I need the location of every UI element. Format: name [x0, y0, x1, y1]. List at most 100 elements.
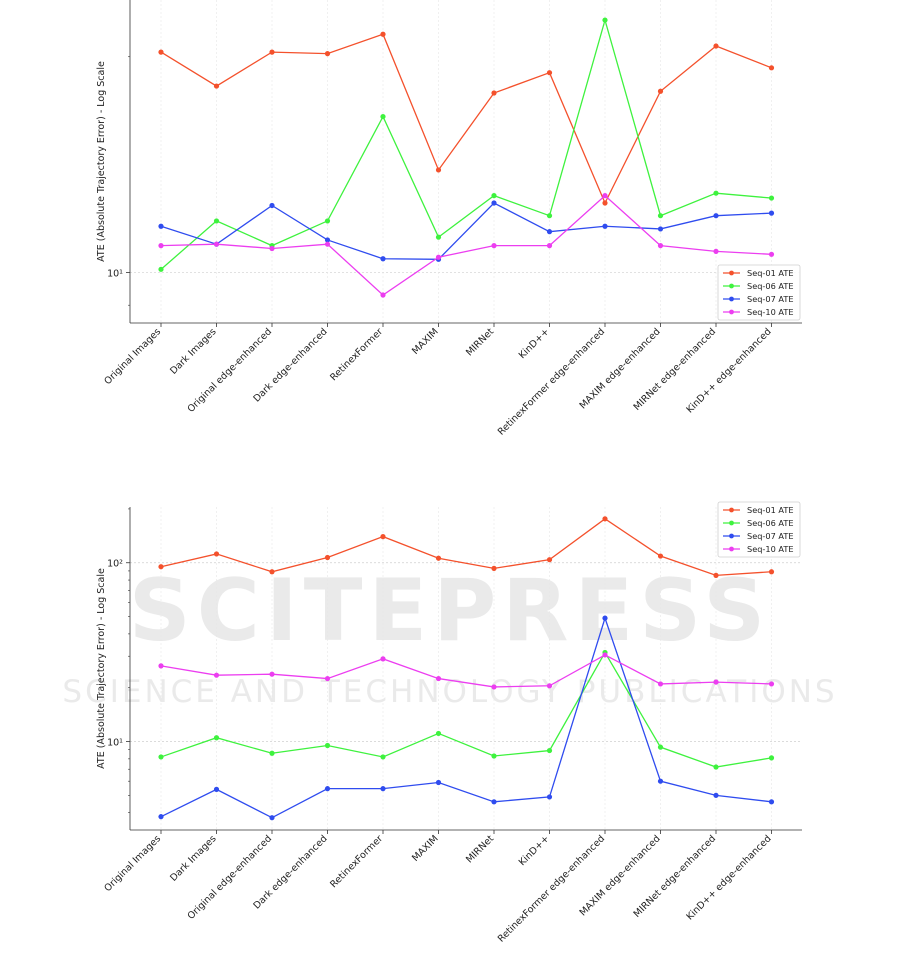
- data-point: [657, 213, 664, 219]
- data-point: [213, 786, 220, 792]
- legend-marker: [729, 533, 734, 539]
- data-point: [602, 193, 608, 199]
- data-point: [380, 256, 386, 262]
- data-point: [435, 555, 442, 561]
- data-point: [269, 245, 275, 252]
- x-tick-label: MAXIM: [410, 833, 441, 864]
- data-point: [713, 213, 719, 219]
- legend-marker: [729, 309, 734, 315]
- data-point: [380, 656, 386, 662]
- data-point: [546, 243, 553, 249]
- x-tick-label: Dark Images: [168, 833, 218, 883]
- data-point: [158, 663, 164, 669]
- data-point: [213, 241, 220, 247]
- data-point: [546, 557, 553, 563]
- data-point: [657, 553, 664, 559]
- data-point: [158, 754, 164, 760]
- data-point: [158, 223, 164, 229]
- data-point: [269, 569, 275, 575]
- x-tick-label: Original Images: [102, 326, 163, 387]
- data-point: [380, 113, 386, 120]
- data-point: [768, 251, 775, 257]
- data-point: [213, 672, 220, 678]
- data-point: [657, 744, 664, 750]
- data-point: [269, 202, 275, 209]
- data-point: [491, 799, 497, 805]
- data-point: [380, 292, 386, 298]
- data-point: [435, 730, 442, 737]
- data-point: [713, 190, 719, 196]
- data-point: [546, 229, 553, 235]
- legend-label: Seq-06 ATE: [747, 518, 794, 528]
- x-tick-label: RetinexFormer edge-enhanced: [496, 833, 607, 944]
- series-line: [160, 616, 772, 819]
- x-tick-label: RetinexFormer: [328, 833, 385, 890]
- x-tick-label: MIRNet: [464, 833, 496, 865]
- legend-marker: [729, 283, 734, 289]
- data-point: [657, 243, 664, 249]
- data-point: [768, 799, 775, 805]
- data-point: [491, 193, 497, 199]
- data-point: [324, 51, 331, 57]
- series-line: [160, 17, 772, 270]
- x-tick-label: Dark Images: [168, 326, 218, 376]
- x-tick-label: RetinexFormer edge-enhanced: [496, 326, 607, 437]
- data-point: [768, 65, 775, 71]
- data-point: [657, 226, 664, 232]
- data-point: [158, 49, 164, 55]
- series-line: [160, 651, 772, 768]
- data-point: [435, 254, 442, 260]
- data-point: [657, 681, 664, 687]
- y-axis-label: ATE (Absolute Trajectory Error) - Log Sc…: [96, 61, 107, 262]
- legend-label: Seq-06 ATE: [747, 281, 794, 291]
- data-point: [768, 569, 775, 575]
- data-point: [713, 43, 719, 49]
- data-point: [269, 49, 275, 55]
- legend-box: [717, 264, 801, 321]
- legend-label: Seq-07 ATE: [747, 531, 794, 541]
- data-point: [491, 90, 497, 96]
- data-point: [491, 565, 497, 571]
- x-tick-label: MIRNet: [464, 326, 496, 358]
- legend-marker: [729, 546, 734, 552]
- data-point: [546, 794, 553, 800]
- x-tick-label: RetinexFormer: [328, 326, 385, 383]
- legend-label: Seq-07 ATE: [747, 294, 794, 304]
- data-point: [324, 742, 331, 749]
- data-point: [657, 778, 664, 784]
- data-point: [213, 218, 220, 224]
- data-point: [380, 534, 386, 540]
- x-tick-label: Original Images: [102, 833, 163, 894]
- y-tick-label: 10²: [107, 559, 123, 570]
- legend-label: Seq-01 ATE: [747, 268, 794, 278]
- data-point: [491, 753, 497, 759]
- data-point: [269, 815, 275, 821]
- legend-box: [717, 501, 801, 558]
- y-tick-label: 10¹: [107, 268, 123, 279]
- data-point: [435, 167, 442, 173]
- data-point: [269, 671, 275, 677]
- legend: Seq-01 ATE Seq-06 ATE Seq-07 ATE Seq-10 ATE: [717, 264, 801, 321]
- legend-marker: [729, 507, 734, 513]
- data-point: [158, 814, 164, 820]
- x-tick-label: KinD++: [517, 833, 552, 868]
- data-point: [546, 213, 553, 219]
- legend-marker: [729, 520, 734, 526]
- data-point: [491, 200, 497, 206]
- watermark-sub: SCIENCE AND TECHNOLOGY PUBLICATIONS: [62, 674, 837, 710]
- data-point: [602, 17, 608, 23]
- data-point: [768, 681, 775, 687]
- series-line: [160, 654, 772, 688]
- legend-label: Seq-10 ATE: [747, 544, 794, 554]
- legend-marker: [729, 270, 734, 276]
- series-line: [160, 518, 772, 577]
- legend-label: Seq-10 ATE: [747, 307, 794, 317]
- data-point: [213, 83, 220, 89]
- data-point: [713, 248, 719, 254]
- data-point: [768, 210, 775, 216]
- data-point: [158, 266, 164, 272]
- data-point: [435, 675, 442, 682]
